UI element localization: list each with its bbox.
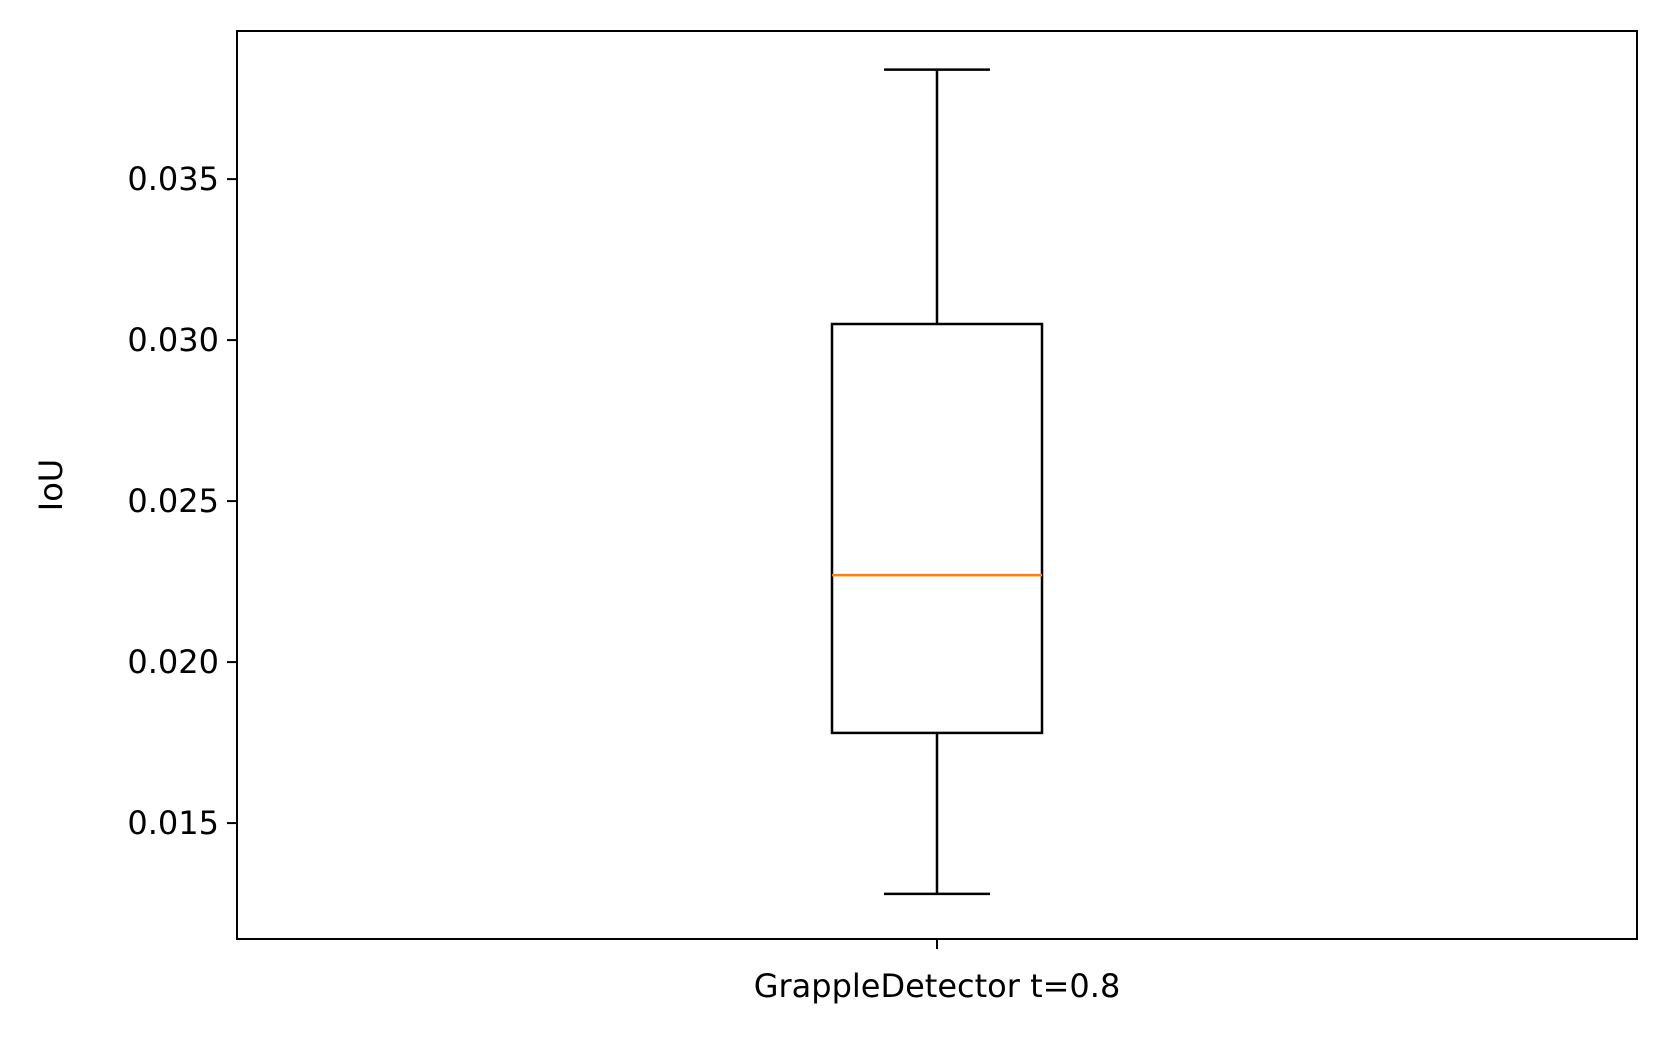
y-axis-ticks: 0.015 0.020 0.025 0.030 0.035 <box>127 160 237 842</box>
y-tick-label: 0.025 <box>127 482 219 520</box>
y-tick-label: 0.015 <box>127 804 219 842</box>
y-tick-label: 0.030 <box>127 321 219 359</box>
x-axis-ticks: GrappleDetector t=0.8 <box>754 939 1121 1005</box>
boxes-layer <box>830 68 1044 896</box>
y-tick-label: 0.035 <box>127 160 219 198</box>
y-tick-label: 0.020 <box>127 643 219 681</box>
x-tick-label: GrappleDetector t=0.8 <box>754 967 1121 1005</box>
iqr-box <box>830 322 1044 735</box>
y-axis-label: IoU <box>32 459 70 511</box>
box-group <box>830 68 1044 896</box>
